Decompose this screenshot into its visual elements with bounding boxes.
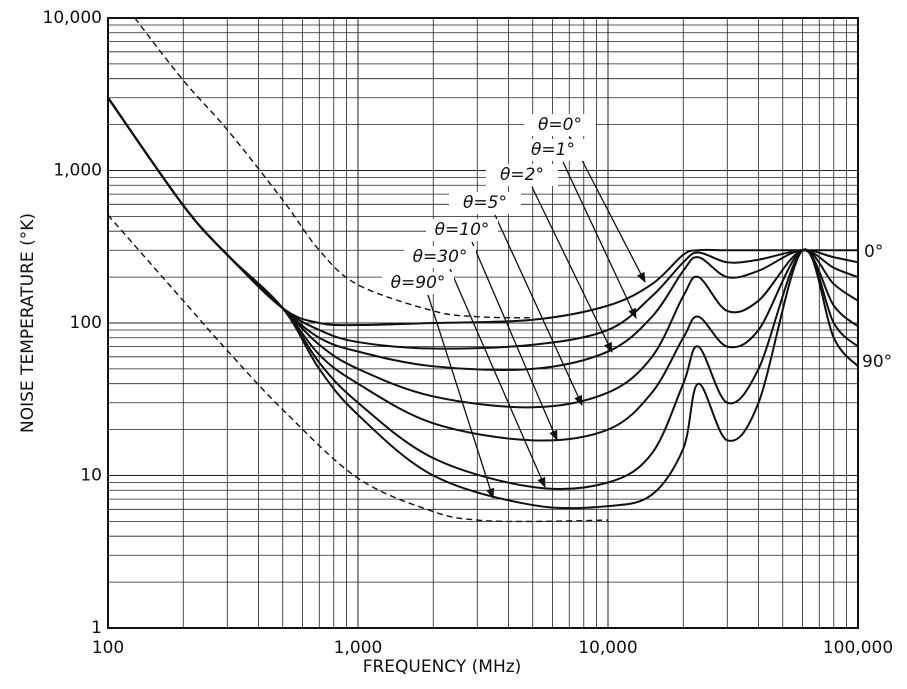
x-axis-title: FREQUENCY (MHz) — [363, 657, 522, 677]
label-backdrop — [517, 139, 589, 161]
series-label: θ=10° — [435, 220, 490, 240]
series-label: θ=90° — [391, 273, 446, 293]
label-backdrop — [524, 114, 596, 136]
x-tick-label: 100,000 — [823, 638, 893, 658]
y-tick-label: 10,000 — [43, 8, 102, 28]
label-backdrop — [486, 164, 558, 186]
label-arrow — [531, 186, 613, 353]
x-tick-label: 100 — [92, 638, 124, 658]
y-tick-label: 1,000 — [53, 161, 102, 181]
series-label: θ=1° — [531, 140, 575, 160]
y-tick-label: 10 — [80, 466, 102, 486]
label-arrow — [427, 294, 495, 499]
series-label: θ=0° — [538, 115, 582, 135]
label-backdrop — [426, 219, 498, 241]
plot-frame — [107, 17, 859, 629]
label-backdrop — [449, 192, 521, 214]
label-backdrop — [404, 246, 476, 268]
annotation: 90° — [862, 352, 892, 372]
series-line — [107, 97, 859, 510]
annotation: 0° — [864, 242, 883, 262]
label-arrow — [449, 268, 546, 488]
x-tick-label: 10,000 — [578, 638, 637, 658]
label-arrow — [562, 161, 637, 319]
label-arrow — [471, 241, 558, 441]
x-tick-label: 1,000 — [334, 638, 383, 658]
dashed-line — [107, 214, 609, 523]
y-tick-label: 1 — [91, 618, 102, 638]
label-backdrop — [382, 272, 454, 294]
series-label: θ=2° — [500, 165, 544, 185]
dashed-line — [134, 17, 533, 319]
series-label: θ=5° — [463, 193, 507, 213]
series-label: θ=30° — [413, 247, 468, 267]
y-tick-label: 100 — [70, 313, 102, 333]
label-arrow — [494, 214, 583, 406]
series-line — [107, 97, 859, 409]
y-axis-title: NOISE TEMPERATURE (°K) — [18, 213, 38, 433]
label-arrow — [569, 136, 646, 283]
